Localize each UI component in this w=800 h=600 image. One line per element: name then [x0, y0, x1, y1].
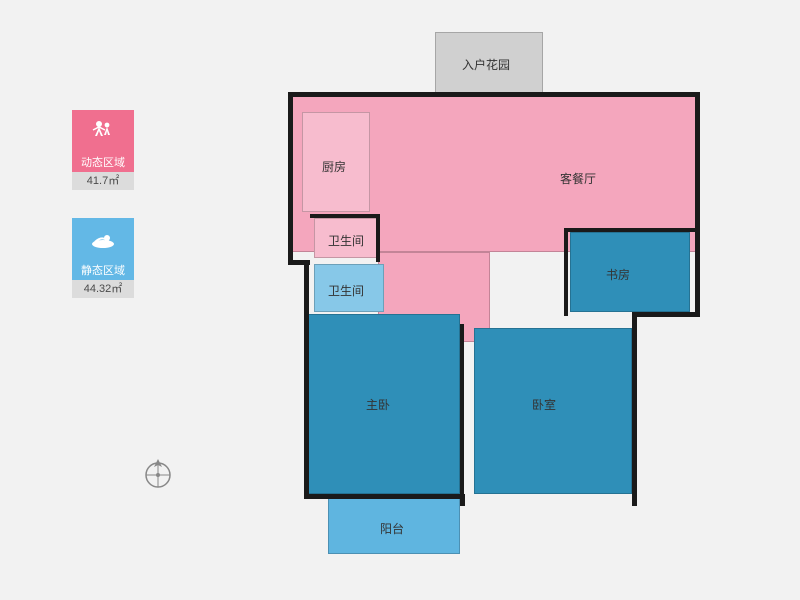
wall-12: [460, 324, 464, 496]
wall-9: [632, 494, 637, 506]
room-study: [570, 232, 690, 312]
room-kitchen: [302, 112, 370, 212]
wall-10: [376, 214, 380, 262]
static-zone-title: 静态区域: [72, 262, 134, 280]
dynamic-zone-value: 41.7㎡: [72, 172, 134, 190]
dynamic-zone-title: 动态区域: [72, 154, 134, 172]
room-bath1: [314, 218, 378, 258]
wall-1: [288, 92, 293, 264]
dynamic-zone-icon: [72, 110, 134, 154]
room-balcony: [328, 498, 460, 554]
wall-4: [632, 312, 637, 498]
wall-13: [564, 228, 568, 316]
wall-3: [632, 312, 700, 317]
wall-7: [304, 494, 464, 499]
wall-2: [695, 92, 700, 316]
wall-11: [310, 214, 380, 218]
room-bath2: [314, 264, 384, 312]
legend-dynamic: 动态区域 41.7㎡: [72, 110, 134, 190]
compass-icon: [140, 455, 176, 491]
room-master: [306, 314, 460, 494]
static-zone-icon: [72, 218, 134, 262]
room-garden: [435, 32, 543, 94]
wall-0: [288, 92, 700, 97]
static-zone-value: 44.32㎡: [72, 280, 134, 298]
wall-6: [304, 260, 309, 498]
wall-14: [564, 228, 696, 232]
room-bedroom: [474, 328, 632, 494]
legend-panel: 动态区域 41.7㎡ 静态区域 44.32㎡: [72, 110, 134, 326]
floorplan: 入户花园客餐厅厨房卫生间书房卫生间主卧卧室阳台: [280, 32, 710, 572]
legend-static: 静态区域 44.32㎡: [72, 218, 134, 298]
